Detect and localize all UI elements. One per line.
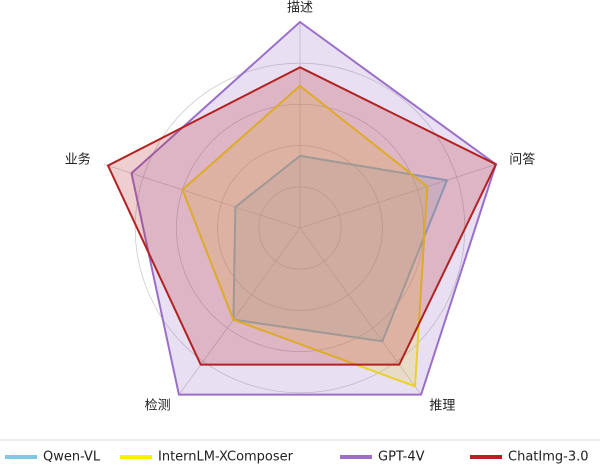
grid-spoke [299, 227, 422, 395]
grid-spoke [103, 163, 301, 229]
legend-label: ChatImg-3.0 [508, 450, 589, 465]
radar-area [232, 154, 449, 343]
grid-spoke [178, 227, 301, 395]
radar-area [181, 84, 429, 388]
category-label: 描述 [287, 1, 313, 16]
category-label: 业务 [65, 152, 91, 168]
radar-area [106, 66, 498, 366]
category-label: 推理 [429, 398, 455, 413]
category-label: 问答 [509, 152, 535, 168]
radar-area [130, 20, 498, 396]
legend-label: GPT-4V [378, 450, 425, 465]
grid-spoke [299, 163, 497, 229]
category-label: 检测 [145, 398, 171, 413]
legend-label: InternLM-XComposer [158, 450, 294, 465]
legend-label: Qwen-VL [43, 450, 101, 465]
